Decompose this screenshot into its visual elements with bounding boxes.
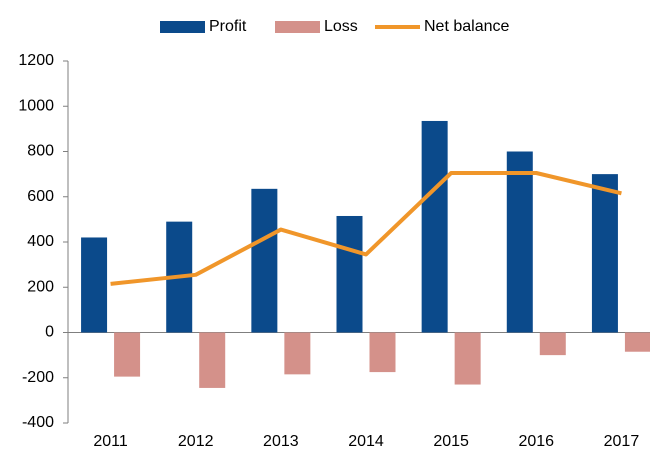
bar (591, 174, 618, 333)
bar (114, 332, 141, 377)
y-tick-label: 0 (45, 324, 54, 341)
bar (539, 332, 566, 356)
legend-label: Loss (324, 18, 358, 35)
y-tick-label: -200 (22, 369, 54, 386)
y-tick-label: -400 (22, 414, 54, 431)
legend-swatch (275, 21, 320, 33)
x-tick-label: 2016 (518, 433, 554, 450)
bar (251, 188, 278, 333)
y-tick-label: 800 (27, 143, 54, 160)
bar (336, 215, 363, 333)
bar (81, 237, 108, 333)
legend-swatch (160, 21, 205, 33)
y-tick-label: 200 (27, 278, 54, 295)
x-tick-label: 2011 (93, 433, 128, 450)
legend-label: Net balance (424, 18, 509, 35)
y-tick-label: 400 (27, 233, 54, 250)
x-tick-label: 2012 (178, 433, 214, 450)
x-tick-label: 2015 (433, 433, 469, 450)
bar (199, 332, 226, 388)
y-tick-label: 1200 (18, 52, 54, 69)
x-tick-label: 2017 (604, 433, 640, 450)
legend-label: Profit (209, 18, 247, 35)
bar (506, 151, 533, 333)
bar (421, 120, 448, 333)
y-tick-label: 600 (27, 188, 54, 205)
bar (369, 332, 396, 373)
x-tick-label: 2014 (348, 433, 384, 450)
bar (624, 332, 650, 352)
x-tick-label: 2013 (263, 433, 299, 450)
bar (454, 332, 481, 385)
bar (284, 332, 311, 375)
line (110, 170, 622, 286)
y-tick-label: 1000 (18, 97, 54, 114)
